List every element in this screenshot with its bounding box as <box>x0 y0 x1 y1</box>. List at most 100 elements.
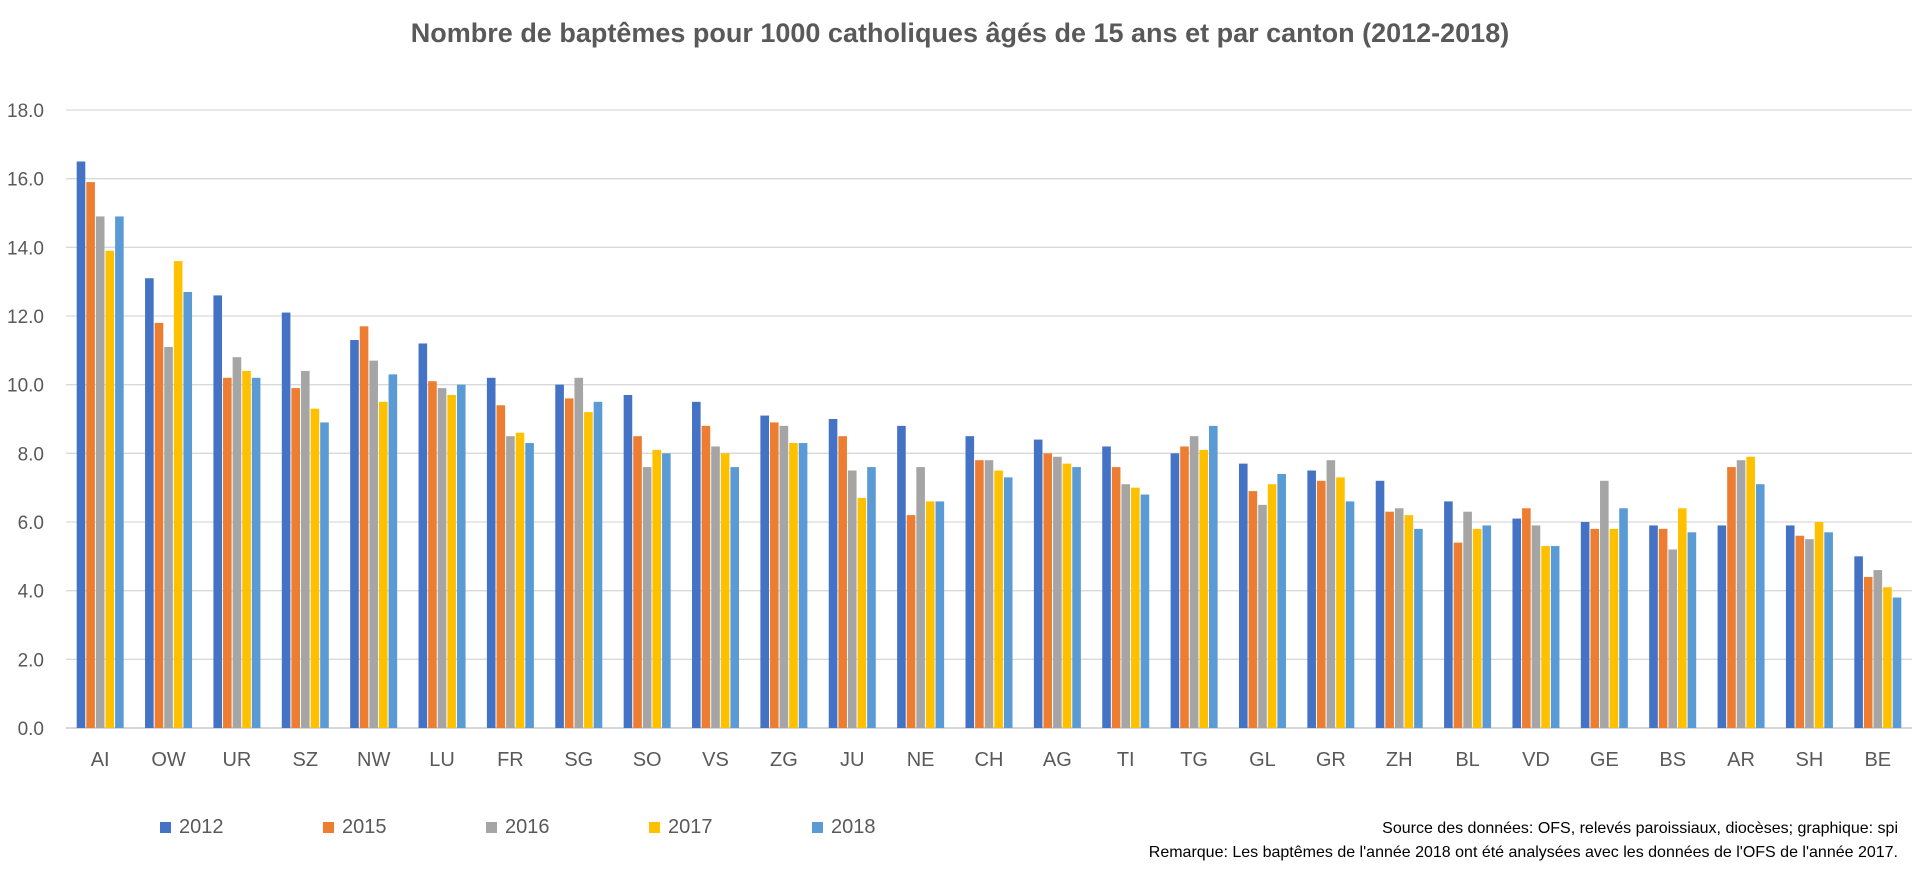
bar-nw-2015 <box>359 326 369 728</box>
bar-bs-2018 <box>1687 532 1697 728</box>
bar-ge-2016 <box>1600 480 1609 728</box>
bar-vs-2018 <box>730 467 740 728</box>
x-tick-label: BS <box>1659 749 1686 771</box>
bar-sh-2015 <box>1795 535 1805 728</box>
bar-gr-2016 <box>1326 460 1336 728</box>
bar-so-2018 <box>662 453 671 728</box>
bar-sz-2018 <box>320 422 329 728</box>
y-tick-label: 2.0 <box>18 650 44 671</box>
legend-item-2015: 2015 <box>323 816 486 839</box>
legend-item-2018: 2018 <box>812 816 975 839</box>
bar-ju-2017 <box>857 497 867 728</box>
legend-swatch <box>649 822 660 833</box>
bar-ur-2018 <box>251 377 261 728</box>
bar-zh-2012 <box>1375 480 1385 728</box>
bar-vd-2015 <box>1522 508 1531 728</box>
bar-bs-2016 <box>1668 549 1677 728</box>
bar-vd-2016 <box>1531 525 1541 728</box>
bar-zg-2015 <box>769 422 779 728</box>
legend: 2012 2015 2016 2017 2018 <box>160 816 975 839</box>
x-tick-label: NE <box>907 749 935 771</box>
bar-ne-2017 <box>925 501 935 728</box>
bar-ch-2017 <box>994 470 1003 728</box>
x-tick-label: ZH <box>1386 749 1413 771</box>
remark-note: Remarque: Les baptêmes de l'année 2018 o… <box>1148 844 1898 861</box>
x-tick-label: SO <box>633 749 662 771</box>
bar-sz-2017 <box>310 408 320 728</box>
x-tick-label: BL <box>1455 749 1479 771</box>
bar-tg-2015 <box>1180 446 1189 728</box>
bar-sz-2015 <box>291 388 300 728</box>
bar-bl-2017 <box>1472 528 1482 728</box>
bar-fr-2016 <box>506 436 515 728</box>
bar-sh-2016 <box>1805 539 1814 728</box>
x-tick-label: GL <box>1249 749 1276 771</box>
x-tick-label: BE <box>1864 749 1891 771</box>
x-tick-label: AR <box>1727 749 1755 771</box>
bar-sz-2012 <box>281 312 291 728</box>
bar-so-2015 <box>633 436 642 728</box>
bar-ne-2012 <box>897 425 906 728</box>
bar-ne-2018 <box>935 501 945 728</box>
bar-fr-2018 <box>525 443 534 728</box>
y-tick-label: 0.0 <box>18 719 44 740</box>
bar-so-2017 <box>652 449 662 728</box>
legend-swatch <box>323 822 334 833</box>
bar-ne-2015 <box>906 515 916 728</box>
bar-bl-2018 <box>1482 525 1492 728</box>
bar-vs-2012 <box>692 401 701 728</box>
bar-ow-2016 <box>164 346 173 728</box>
bar-zg-2012 <box>760 415 769 728</box>
bar-sg-2018 <box>593 401 603 728</box>
legend-label: 2018 <box>831 816 876 838</box>
legend-item-2017: 2017 <box>649 816 812 839</box>
bar-ti-2017 <box>1131 487 1140 728</box>
bar-gl-2016 <box>1258 504 1267 728</box>
x-tick-label: FR <box>497 749 524 771</box>
bar-vd-2012 <box>1512 518 1522 728</box>
bar-ch-2015 <box>975 460 984 728</box>
bar-be-2015 <box>1863 576 1873 728</box>
bar-so-2012 <box>623 394 633 728</box>
x-tick-label: TI <box>1117 749 1135 771</box>
bar-ow-2018 <box>183 291 193 728</box>
bar-gr-2015 <box>1316 480 1326 728</box>
bar-bs-2012 <box>1649 525 1658 728</box>
bar-ar-2018 <box>1755 484 1765 728</box>
bar-vd-2017 <box>1541 546 1550 728</box>
bar-ne-2016 <box>916 467 925 728</box>
bar-ag-2012 <box>1033 439 1043 728</box>
bar-ur-2017 <box>242 370 251 728</box>
bar-sg-2016 <box>574 377 584 728</box>
x-tick-label: TG <box>1180 749 1208 771</box>
bar-ge-2015 <box>1590 528 1600 728</box>
bar-zh-2015 <box>1385 511 1394 728</box>
x-tick-label: AI <box>91 749 110 771</box>
x-tick-label: GE <box>1590 749 1619 771</box>
bar-tg-2016 <box>1189 436 1199 728</box>
legend-label: 2012 <box>179 816 224 838</box>
bar-be-2018 <box>1892 597 1902 728</box>
bar-sg-2017 <box>584 412 593 728</box>
bar-vs-2017 <box>720 453 730 728</box>
bar-bs-2015 <box>1658 528 1668 728</box>
bar-gr-2017 <box>1336 477 1345 728</box>
x-tick-label: GR <box>1316 749 1346 771</box>
bar-zh-2018 <box>1414 528 1423 728</box>
source-note: Source des données: OFS, relevés paroiss… <box>1382 820 1898 837</box>
bar-tg-2012 <box>1170 453 1180 728</box>
bar-ti-2015 <box>1111 467 1121 728</box>
bar-vs-2016 <box>711 446 720 728</box>
bar-zh-2016 <box>1394 508 1404 728</box>
bar-zg-2016 <box>779 425 789 728</box>
bar-ur-2015 <box>223 377 232 728</box>
chart-title: Nombre de baptêmes pour 1000 catholiques… <box>410 18 1510 48</box>
y-tick-label: 6.0 <box>18 513 44 534</box>
bar-zg-2017 <box>789 443 798 728</box>
bar-tg-2018 <box>1209 425 1218 728</box>
bar-ju-2012 <box>828 419 838 728</box>
bar-bl-2015 <box>1453 542 1463 728</box>
bar-gl-2018 <box>1277 473 1286 728</box>
legend-label: 2017 <box>668 816 713 838</box>
